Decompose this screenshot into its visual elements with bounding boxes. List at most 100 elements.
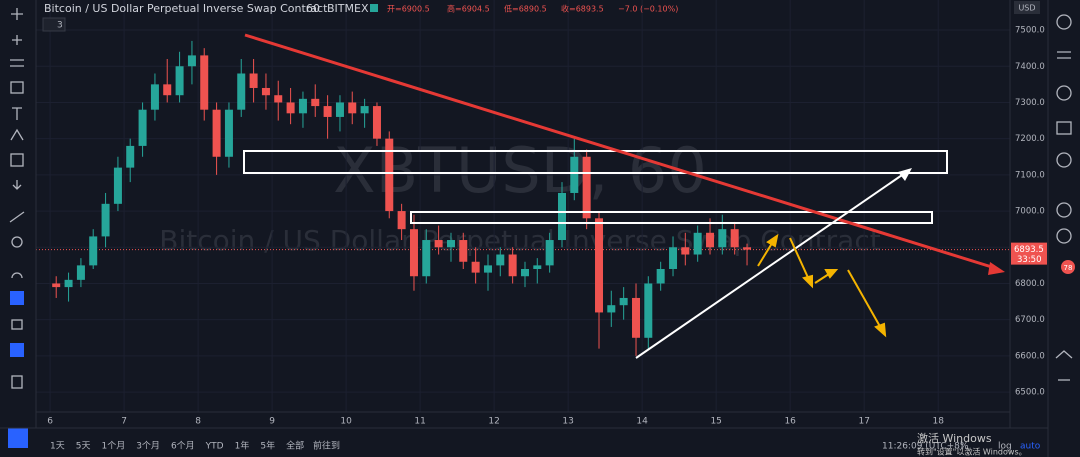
candle-body: [372, 106, 381, 139]
candle-body: [693, 232, 702, 255]
y-tick-label: 7100.0: [1015, 170, 1045, 180]
range-button[interactable]: YTD: [205, 442, 224, 452]
range-button[interactable]: 5年: [260, 440, 275, 452]
candle-body: [298, 98, 307, 114]
percent[interactable]: %: [960, 442, 969, 452]
x-tick-label: 15: [710, 417, 721, 427]
zone-rect[interactable]: [243, 150, 948, 174]
y-tick-label: 7300.0: [1015, 98, 1045, 108]
candle-body: [656, 268, 665, 284]
exchange: BITMEX: [327, 2, 369, 15]
candle-body: [200, 55, 209, 110]
candle-body: [422, 240, 431, 277]
candle-body: [607, 305, 616, 313]
candle-body: [323, 106, 332, 117]
x-tick-label: 10: [340, 417, 352, 427]
range-button[interactable]: 1年: [235, 440, 250, 452]
price-axis: [1010, 0, 1048, 457]
range-button[interactable]: 1天: [50, 442, 65, 452]
price-tag: [1011, 242, 1047, 265]
ohlc-low: 低=6890.5: [504, 4, 547, 14]
watermark-name: Bitcoin / US Dollar Perpetual Inverse Sw…: [159, 224, 880, 257]
y-tick-label: 7000.0: [1015, 207, 1045, 217]
os-watermark-hint: 转到"设置"以激活 Windows。: [917, 447, 1027, 457]
ohlc-close: 收=6893.5: [561, 4, 604, 14]
x-tick-label: 11: [414, 417, 425, 427]
candle-body: [224, 109, 233, 157]
candle-body: [175, 66, 184, 96]
zone-rect[interactable]: [410, 211, 933, 224]
candle-body: [163, 84, 172, 96]
x-tick-label: 14: [636, 417, 648, 427]
alert-count: 78: [1064, 264, 1073, 272]
drawings: [243, 33, 1005, 359]
candle-body: [113, 167, 122, 204]
log[interactable]: log: [998, 442, 1012, 452]
candle-body: [89, 236, 98, 266]
candle-body: [434, 240, 443, 248]
trend-line[interactable]: [635, 172, 906, 359]
x-tick-label: 16: [784, 417, 796, 427]
candle-body: [76, 265, 85, 280]
candle-body: [533, 265, 542, 269]
candle-body: [150, 84, 159, 110]
price-tag-value: 6893.5: [1014, 245, 1044, 255]
candle-body: [669, 247, 678, 269]
candle-body: [385, 138, 394, 212]
os-watermark-title: 激活 Windows: [917, 431, 992, 445]
symbol[interactable]: Bitcoin / US Dollar Perpetual Inverse Sw…: [44, 2, 328, 15]
candle-body: [558, 192, 567, 241]
x-tick-label: 13: [562, 417, 573, 427]
trend-line[interactable]: [244, 33, 996, 270]
range-button[interactable]: 6个月: [171, 441, 195, 452]
x-tick-label: 6: [47, 417, 53, 427]
candle-body: [508, 254, 517, 277]
clock: 11:26:09 (UTC+8): [882, 442, 963, 452]
candle-body: [409, 229, 418, 277]
range-button[interactable]: 5天: [76, 442, 91, 452]
y-tick-label: 7200.0: [1015, 134, 1045, 144]
ohlc-open: 开=6900.5: [387, 5, 430, 14]
countdown: 33:50: [1017, 255, 1042, 265]
candle-body: [619, 297, 628, 306]
candle-body: [335, 102, 344, 117]
candle-body: [520, 268, 529, 277]
ohlc-change: −7.0 (−0.10%): [618, 5, 678, 14]
goto[interactable]: 前往到: [313, 440, 340, 452]
candle-body: [261, 87, 270, 96]
candle-body: [681, 247, 690, 255]
candle-body: [52, 283, 61, 288]
candle-body: [644, 283, 653, 338]
candle-body: [249, 73, 258, 88]
auto[interactable]: auto: [1020, 442, 1041, 452]
arrow-head: [988, 262, 1005, 275]
candle-body: [212, 109, 221, 157]
y-tick-label: 6500.0: [1015, 388, 1045, 398]
range-button[interactable]: 全部: [286, 440, 304, 452]
candle-body: [459, 240, 468, 262]
tool-icons[interactable]: [8, 8, 28, 448]
candle-body: [348, 102, 357, 114]
candle-body: [595, 218, 604, 313]
candle-body: [187, 55, 196, 67]
x-tick-label: 17: [858, 417, 869, 427]
candle-body: [360, 106, 369, 114]
candle-body: [397, 211, 406, 230]
watermark-ticker: XBTUSD, 60: [333, 134, 707, 207]
range-button[interactable]: 1个月: [101, 441, 125, 452]
candle-body: [570, 156, 579, 193]
indicator-toggle[interactable]: [42, 17, 66, 32]
candle-body: [743, 247, 752, 250]
projection-arrows[interactable]: [757, 233, 887, 338]
interval[interactable]: 60: [306, 2, 320, 15]
range-button[interactable]: 3个月: [136, 441, 160, 452]
right-toolbar[interactable]: [1055, 14, 1073, 381]
candle-body: [274, 95, 283, 103]
status-dot: [370, 4, 378, 12]
currency-box: [1014, 1, 1040, 14]
alert-badge[interactable]: [1061, 260, 1075, 274]
candle-body: [706, 232, 715, 248]
candle-body: [446, 240, 455, 248]
candle-body: [286, 102, 295, 114]
